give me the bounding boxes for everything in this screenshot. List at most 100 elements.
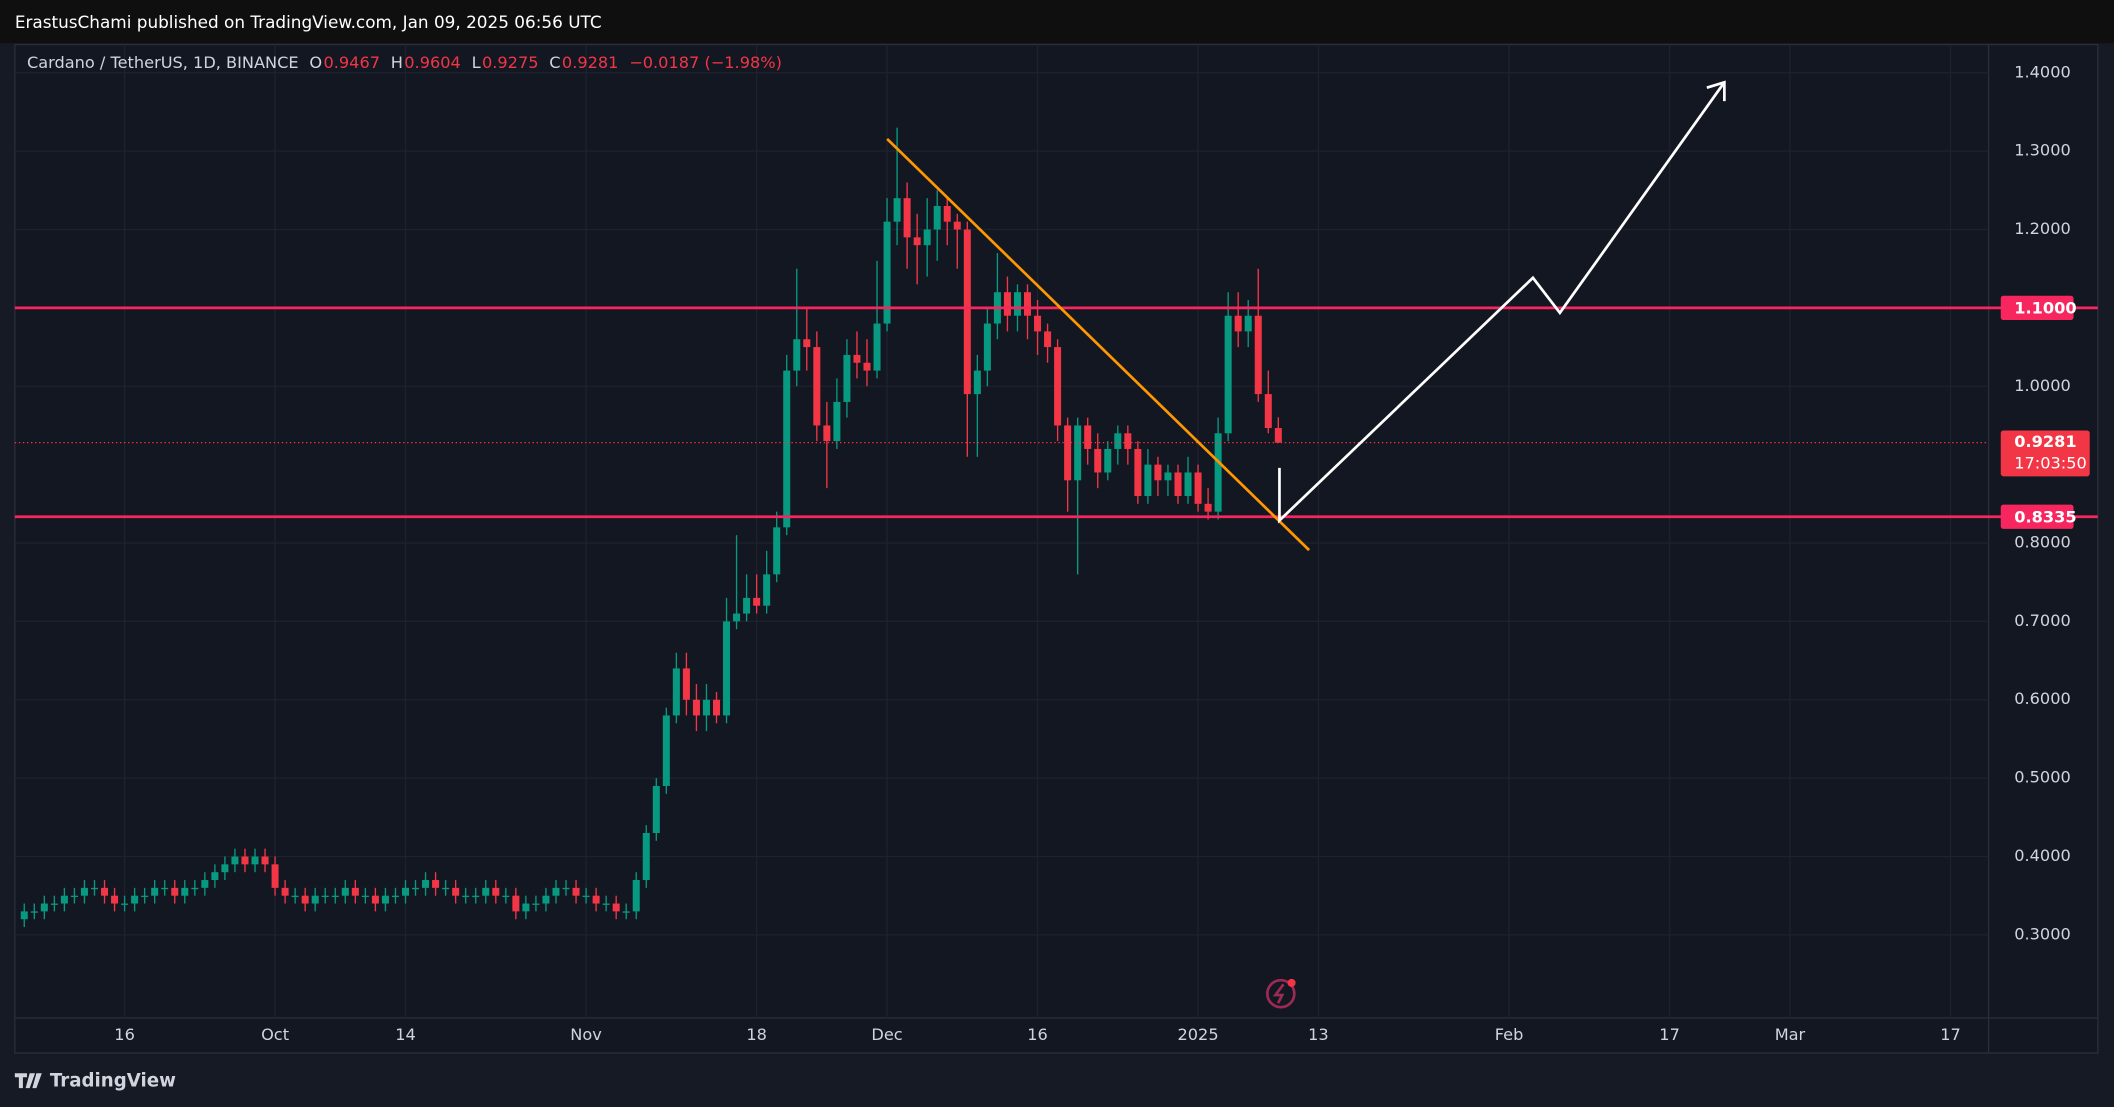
x-tick-label: Mar bbox=[1775, 1025, 1806, 1044]
candle-body bbox=[311, 895, 319, 904]
trend-line bbox=[886, 137, 1311, 552]
candle-body bbox=[572, 887, 580, 896]
candle-body bbox=[201, 880, 209, 888]
candle-body bbox=[753, 597, 761, 606]
candle-body bbox=[111, 895, 119, 904]
ohlc-value: 0.9604 bbox=[404, 53, 461, 72]
candle-body bbox=[582, 895, 590, 898]
candle-body bbox=[231, 856, 239, 865]
y-tick-label: 0.8000 bbox=[2014, 533, 2071, 552]
candle-body bbox=[813, 347, 821, 426]
top-bar bbox=[0, 0, 2114, 44]
candle-body bbox=[522, 903, 530, 912]
y-tick-label: 1.2000 bbox=[2014, 219, 2071, 238]
candle-body bbox=[492, 887, 500, 896]
candle-body bbox=[30, 911, 38, 913]
y-tick-label: 1.0000 bbox=[2014, 376, 2071, 395]
candle-body bbox=[1124, 433, 1132, 449]
x-tick-label: 2025 bbox=[1177, 1025, 1218, 1044]
candle-body bbox=[141, 895, 149, 898]
candle-body bbox=[101, 887, 109, 896]
y-tick-label: 1.3000 bbox=[2014, 141, 2071, 160]
projection-arrow bbox=[1278, 81, 1726, 524]
candle-body bbox=[903, 198, 911, 238]
y-tick-label: 0.5000 bbox=[2014, 768, 2071, 787]
candle-body bbox=[391, 895, 399, 898]
candle-body bbox=[1044, 331, 1052, 348]
candles bbox=[14, 127, 2098, 928]
candle-body bbox=[1074, 425, 1082, 481]
candle-body bbox=[301, 895, 309, 904]
candle-body bbox=[121, 903, 129, 905]
level-tag bbox=[2000, 295, 2074, 321]
candle-body bbox=[472, 895, 480, 898]
candle-body bbox=[271, 864, 279, 888]
candle-body bbox=[1194, 472, 1202, 504]
candle-body bbox=[692, 699, 700, 716]
candle-body bbox=[70, 895, 78, 898]
candle-body bbox=[211, 872, 219, 881]
candle-body bbox=[833, 401, 841, 442]
footer: TradingView bbox=[14, 1070, 176, 1091]
candle-body bbox=[442, 887, 450, 890]
candle-body bbox=[1174, 472, 1182, 496]
candle-body bbox=[361, 895, 369, 898]
candle-body bbox=[702, 699, 710, 716]
candle-body bbox=[1254, 315, 1262, 395]
candle-body bbox=[953, 221, 961, 230]
candle-body bbox=[662, 715, 670, 786]
countdown: 17:03:50 bbox=[2014, 454, 2087, 473]
candle-body bbox=[682, 668, 690, 700]
candle-body bbox=[632, 880, 640, 912]
candle-body bbox=[542, 895, 550, 904]
candle-body bbox=[412, 887, 420, 890]
candle-body bbox=[512, 895, 520, 912]
price-tag bbox=[2000, 430, 2090, 477]
ohlc-label: O bbox=[309, 53, 322, 72]
logo bbox=[14, 1073, 42, 1089]
candle-body bbox=[612, 903, 620, 912]
candle-body bbox=[743, 597, 751, 614]
ohlc-value: 0.9275 bbox=[482, 53, 539, 72]
candle-body bbox=[1064, 425, 1072, 481]
candle-body bbox=[291, 895, 299, 898]
candle-body bbox=[1013, 292, 1021, 316]
candle-body bbox=[90, 887, 98, 890]
x-tick-label: 16 bbox=[114, 1025, 135, 1044]
candle-body bbox=[592, 895, 600, 904]
candle-body bbox=[261, 856, 269, 865]
candle-body bbox=[1094, 448, 1102, 473]
ohlc-value: 0.9467 bbox=[323, 53, 380, 72]
candle-body bbox=[452, 887, 460, 896]
candle-body bbox=[1104, 448, 1112, 473]
candle-body bbox=[783, 370, 791, 528]
candle-body bbox=[151, 887, 159, 896]
candle-body bbox=[793, 339, 801, 371]
candle-body bbox=[863, 362, 871, 371]
replay-icon[interactable] bbox=[1265, 978, 1296, 1009]
candle-body bbox=[351, 887, 359, 896]
x-tick-label: 16 bbox=[1027, 1025, 1048, 1044]
candle-body bbox=[532, 903, 540, 905]
y-tick-label: 0.7000 bbox=[2014, 611, 2071, 630]
axis-labels: 0.3000 0.4000 0.5000 0.6000 0.7000 0.8000 1.00… bbox=[114, 62, 2090, 1044]
candle-body bbox=[50, 903, 58, 905]
publisher-line: ErastusChami published on TradingView.co… bbox=[15, 12, 602, 32]
candle-body bbox=[281, 887, 289, 896]
y-tick-label: 1.4000 bbox=[2014, 62, 2071, 81]
x-tick-label: 17 bbox=[1940, 1025, 1961, 1044]
change: −0.0187 (−1.98%) bbox=[629, 53, 782, 72]
candle-body bbox=[331, 895, 339, 898]
candle-body bbox=[983, 323, 991, 371]
candle-body bbox=[502, 895, 510, 898]
candle-body bbox=[973, 370, 981, 395]
candle-body bbox=[40, 903, 48, 912]
candle-body bbox=[251, 856, 259, 865]
chart-panel bbox=[14, 43, 2099, 1054]
level-tag-label: 1.1000 bbox=[2014, 299, 2076, 318]
candle-body bbox=[1164, 472, 1172, 481]
candle-body bbox=[341, 887, 349, 896]
candle-body bbox=[1134, 448, 1142, 496]
